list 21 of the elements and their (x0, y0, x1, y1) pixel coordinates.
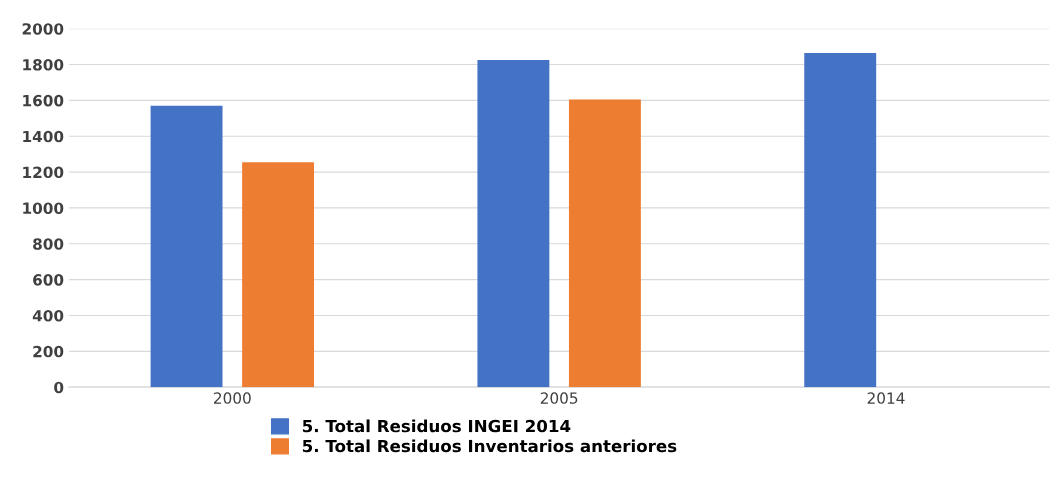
bar (804, 52, 877, 388)
y-tick-label: 1200 (23, 166, 64, 179)
y-tick-label: 0 (54, 381, 64, 394)
y-tick-label: 800 (33, 238, 64, 250)
x-tick-label: 2005 (540, 392, 578, 404)
y-tick-label: 2000 (22, 23, 64, 35)
bar (242, 162, 315, 388)
bar (477, 60, 550, 388)
legend-label: 5. Total Residuos INGEI 2014 (302, 419, 571, 433)
x-tick-label: 2014 (867, 392, 905, 404)
y-tick-label: 400 (32, 309, 64, 322)
legend-label: 5. Total Residuos Inventarios anteriores (302, 439, 677, 453)
x-tick-label: 2000 (214, 392, 251, 404)
y-tick-label: 1000 (23, 202, 64, 214)
y-tick-label: 1400 (23, 130, 64, 143)
y-tick-label: 200 (33, 345, 64, 358)
y-tick-label: 1800 (23, 59, 64, 71)
bar (568, 99, 641, 388)
y-tick-label: 1600 (23, 94, 64, 107)
bar (150, 105, 223, 388)
y-tick-label: 600 (33, 274, 64, 286)
